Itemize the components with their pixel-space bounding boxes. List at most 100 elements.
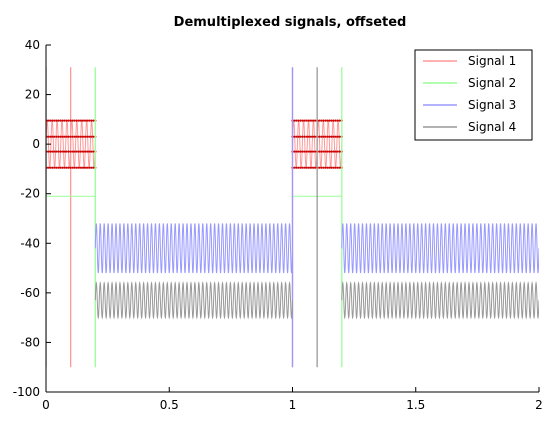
series-1-marker [67, 135, 70, 138]
series-1-marker [334, 135, 337, 138]
series-1-marker [53, 119, 56, 122]
y-tick-label: -80 [20, 335, 40, 349]
series-1-marker [81, 119, 85, 122]
series-1-marker [309, 135, 313, 138]
legend-item: Signal 3 [423, 98, 516, 112]
chart-title: Demultiplexed signals, offseted [174, 15, 407, 30]
axes: 0 0.5 1 1.5 2 -100 -80 -60 -40 -20 0 20 40 [13, 38, 543, 412]
series-1-marker [305, 135, 308, 138]
series-1-marker [49, 150, 52, 153]
series-1-marker [307, 119, 311, 122]
series-1-marker [336, 166, 339, 169]
series-1-marker [77, 150, 80, 153]
series-1-marker [92, 150, 95, 153]
series-1-marker [322, 166, 325, 169]
series-1-marker [55, 135, 58, 138]
x-tick-label: 2 [535, 398, 543, 412]
series-1-marker [307, 150, 311, 153]
series-1-marker [71, 119, 74, 122]
series-1-marker [51, 119, 54, 122]
series-1-marker [299, 119, 302, 122]
series-1-marker [313, 119, 317, 122]
series-1-marker [83, 119, 87, 122]
series-1-marker [75, 119, 78, 122]
series-1-marker [69, 119, 72, 122]
series-1-marker [71, 166, 74, 169]
series-1-marker [336, 119, 339, 122]
y-tick-label: -40 [20, 236, 40, 250]
series-1-marker [328, 135, 331, 138]
series-1-marker [334, 166, 337, 169]
series-1-marker [77, 135, 80, 138]
series-1-marker [297, 119, 300, 122]
series-1-marker [313, 150, 317, 153]
series-1-marker [85, 135, 89, 138]
series-1-marker [61, 135, 64, 138]
series-1-marker [297, 166, 300, 169]
series-1-marker [73, 150, 76, 153]
y-tick-label: -100 [13, 385, 40, 399]
series-1-marker [59, 119, 62, 122]
series-1-marker [324, 119, 327, 122]
series-1-marker [59, 135, 62, 138]
series-1-marker [75, 150, 78, 153]
series-1-marker [69, 135, 72, 138]
series-1-marker [85, 166, 89, 169]
legend-label: Signal 1 [468, 54, 516, 68]
series-1-marker [79, 135, 83, 138]
series-1-marker [65, 119, 68, 122]
series-1-marker [307, 135, 311, 138]
series-1-marker [332, 119, 335, 122]
legend-item: Signal 2 [423, 76, 516, 90]
series-1-marker [318, 119, 321, 122]
series-1-marker [324, 135, 327, 138]
series-1-marker [313, 166, 317, 169]
series-1-marker [338, 119, 341, 122]
series-4 [46, 67, 539, 368]
series-1-marker [336, 150, 339, 153]
series-1-marker [326, 135, 329, 138]
series-1-marker [320, 150, 323, 153]
series-1-marker [305, 166, 308, 169]
series-1-marker [293, 166, 296, 169]
series-1-marker [51, 150, 54, 153]
series-1-marker [90, 166, 93, 169]
series-1-marker [330, 150, 333, 153]
series-1-marker [59, 166, 62, 169]
series-1-marker [332, 150, 335, 153]
y-tick-label: -20 [20, 187, 40, 201]
series-1-marker [69, 166, 72, 169]
series-4-line [341, 281, 539, 320]
series-1-marker [303, 119, 306, 122]
series-1-marker [295, 150, 298, 153]
plot-area [46, 67, 539, 368]
series-1-marker [303, 150, 306, 153]
series-1-marker [307, 166, 311, 169]
series-1-marker [299, 135, 302, 138]
series-1-marker [311, 119, 315, 122]
x-tick-label: 1 [289, 398, 297, 412]
series-1-marker [79, 119, 83, 122]
series-1-marker [57, 166, 60, 169]
series-1-marker [324, 150, 327, 153]
series-2 [46, 67, 343, 368]
series-1-marker [334, 150, 337, 153]
series-1-marker [73, 135, 76, 138]
series-1-marker [63, 119, 66, 122]
y-tick-label: 0 [32, 137, 40, 151]
series-1-marker [92, 135, 95, 138]
series-1-marker [305, 150, 308, 153]
series-1-marker [303, 135, 306, 138]
series-1-marker [46, 119, 50, 122]
series-1-marker [320, 135, 323, 138]
series-1-marker [71, 150, 74, 153]
series-1-marker [318, 166, 321, 169]
series-1-marker [55, 150, 58, 153]
series-1 [46, 67, 343, 368]
series-1-marker [301, 166, 304, 169]
series-1-marker [83, 150, 87, 153]
series-1-marker [326, 150, 329, 153]
series-1-marker [293, 119, 296, 122]
series-1-marker [67, 150, 70, 153]
